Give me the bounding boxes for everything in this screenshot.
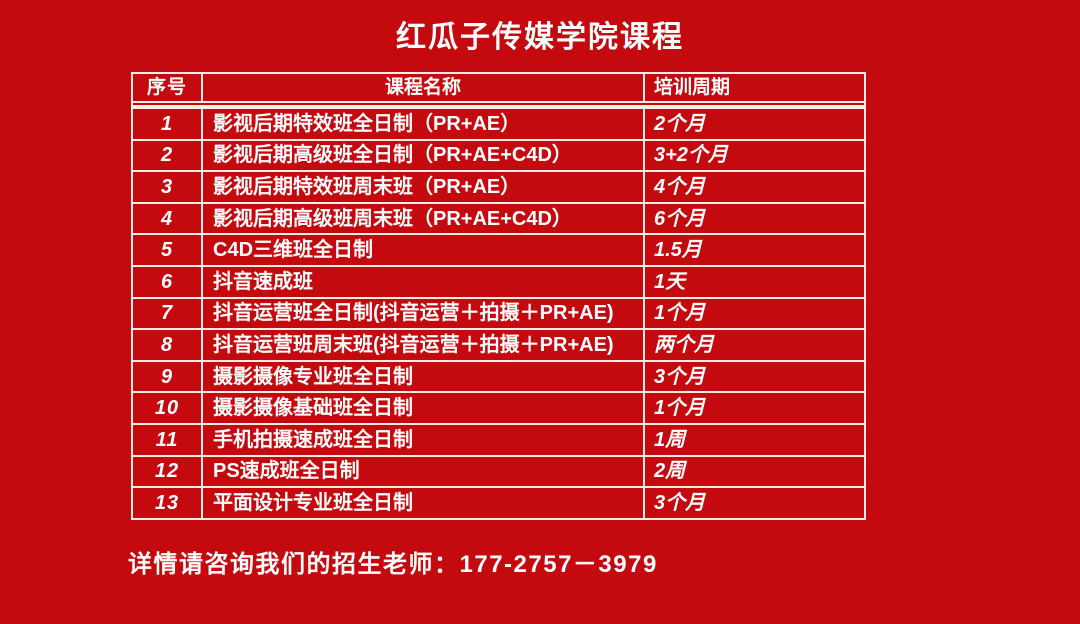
row-cell-number: 13 — [133, 488, 203, 518]
table-row: 11 手机拍摄速成班全日制 1周 — [133, 422, 864, 455]
table-row: 3 影视后期特效班周末班（PR+AE） 4个月 — [133, 170, 864, 202]
table-row: 8 抖音运营班周末班(抖音运营＋拍摄＋PR+AE) 两个月 — [133, 328, 864, 360]
row-cell-period: 4个月 — [654, 175, 706, 198]
row-cell-period: 3个月 — [654, 491, 706, 514]
row-cell-number: 4 — [133, 203, 203, 234]
row-cell-number: 5 — [133, 235, 203, 265]
contact-text: 详情请咨询我们的招生老师：177-2757－3979 — [128, 551, 658, 578]
row-cell-course: 抖音运营班全日制(抖音运营＋拍摄＋PR+AE) — [203, 298, 645, 329]
row-cell-period: 1个月 — [654, 397, 706, 420]
row-cell-period: 1天 — [654, 270, 686, 293]
row-cell-course: 抖音速成班 — [203, 266, 645, 297]
row-cell-period: 1周 — [654, 428, 686, 451]
row-cell-period: 3个月 — [654, 365, 706, 388]
row-cell-course: 影视后期特效班全日制（PR+AE） — [203, 109, 645, 139]
row-cell-period: 2周 — [654, 460, 686, 483]
header-cell-no: 序号 — [133, 74, 203, 101]
row-cell-course: 抖音运营班周末班(抖音运营＋拍摄＋PR+AE) — [203, 330, 645, 360]
table-row: 13 平面设计专业班全日制 3个月 — [133, 486, 864, 518]
page-title: 红瓜子传媒学院课程 — [396, 21, 684, 54]
header-cell-period: 培训周期 — [654, 77, 731, 98]
row-cell-course: 平面设计专业班全日制 — [203, 488, 645, 518]
row-cell-period: 3+2个月 — [654, 144, 728, 167]
row-cell-number: 3 — [133, 172, 203, 202]
row-cell-number: 9 — [133, 361, 203, 392]
row-cell-course: 摄影摄像基础班全日制 — [203, 393, 645, 423]
row-cell-number: 11 — [133, 424, 203, 455]
table-row: 4 影视后期高级班周末班（PR+AE+C4D） 6个月 — [133, 201, 864, 234]
table-row: 2 影视后期高级班全日制（PR+AE+C4D） 3+2个月 — [133, 138, 864, 171]
row-cell-period: 6个月 — [654, 207, 706, 230]
table-row: 1 影视后期特效班全日制（PR+AE） 2个月 — [133, 109, 864, 139]
row-cell-period: 1个月 — [654, 302, 706, 325]
row-cell-period: 2个月 — [654, 112, 706, 135]
row-cell-course: PS速成班全日制 — [203, 456, 645, 487]
row-cell-course: 影视后期高级班周末班（PR+AE+C4D） — [203, 203, 645, 234]
row-cell-number: 2 — [133, 140, 203, 171]
header-separator-line — [133, 105, 864, 109]
row-cell-number: 10 — [133, 393, 203, 423]
row-cell-period: 两个月 — [654, 333, 714, 356]
table-header-row: 序号 课程名称 培训周期 — [133, 74, 864, 103]
row-cell-course: 摄影摄像专业班全日制 — [203, 361, 645, 392]
row-cell-number: 8 — [133, 330, 203, 360]
table-row: 9 摄影摄像专业班全日制 3个月 — [133, 359, 864, 392]
course-table: 序号 课程名称 培训周期 1 影视后期特效班全日制（PR+AE） 2个月 2 影… — [131, 72, 866, 520]
row-cell-number: 12 — [133, 456, 203, 487]
contact-line: 详情请咨询我们的招生老师：177-2757－3979 — [128, 544, 658, 579]
row-cell-number: 6 — [133, 266, 203, 297]
header-cell-course: 课程名称 — [203, 74, 645, 101]
table-row: 5 C4D三维班全日制 1.5月 — [133, 233, 864, 265]
table-row: 12 PS速成班全日制 2周 — [133, 454, 864, 487]
row-cell-number: 7 — [133, 298, 203, 329]
row-cell-course: 影视后期特效班周末班（PR+AE） — [203, 172, 645, 202]
row-cell-number: 1 — [133, 109, 203, 139]
table-row: 10 摄影摄像基础班全日制 1个月 — [133, 391, 864, 423]
row-cell-course: C4D三维班全日制 — [203, 235, 645, 265]
row-cell-period: 1.5月 — [654, 239, 702, 262]
table-row: 7 抖音运营班全日制(抖音运营＋拍摄＋PR+AE) 1个月 — [133, 296, 864, 329]
row-cell-course: 影视后期高级班全日制（PR+AE+C4D） — [203, 140, 645, 171]
table-row: 6 抖音速成班 1天 — [133, 264, 864, 297]
table-body: 1 影视后期特效班全日制（PR+AE） 2个月 2 影视后期高级班全日制（PR+… — [133, 109, 864, 518]
row-cell-course: 手机拍摄速成班全日制 — [203, 424, 645, 455]
